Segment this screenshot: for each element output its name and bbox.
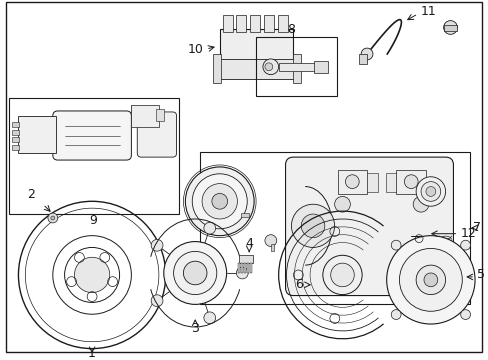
Circle shape — [390, 240, 400, 250]
Bar — [337, 170, 366, 194]
Circle shape — [202, 184, 237, 219]
Circle shape — [330, 263, 353, 287]
Bar — [293, 54, 301, 84]
Bar — [313, 61, 327, 73]
Bar — [364, 173, 377, 193]
Circle shape — [420, 182, 440, 201]
Text: 4: 4 — [245, 237, 253, 250]
Bar — [156, 109, 163, 121]
Circle shape — [415, 265, 445, 294]
Circle shape — [345, 175, 359, 189]
FancyBboxPatch shape — [137, 112, 176, 157]
Circle shape — [427, 262, 433, 268]
Circle shape — [211, 193, 227, 209]
Text: 6: 6 — [295, 278, 303, 291]
Bar — [200, 152, 469, 305]
Circle shape — [183, 261, 206, 285]
Bar — [12, 122, 20, 127]
Text: 12: 12 — [459, 227, 475, 240]
Circle shape — [423, 273, 437, 287]
Circle shape — [399, 248, 461, 311]
Circle shape — [185, 167, 254, 236]
Circle shape — [74, 257, 109, 293]
Circle shape — [443, 21, 456, 34]
Text: 8: 8 — [287, 23, 295, 36]
Text: 5: 5 — [476, 269, 484, 282]
Circle shape — [264, 235, 276, 247]
Text: 3: 3 — [191, 323, 199, 336]
Circle shape — [386, 236, 474, 324]
Bar — [270, 243, 273, 251]
Circle shape — [203, 222, 215, 234]
Circle shape — [427, 243, 433, 248]
Text: 10: 10 — [188, 42, 203, 55]
Text: 1: 1 — [88, 347, 96, 360]
Circle shape — [415, 177, 445, 206]
Text: 2: 2 — [27, 188, 35, 201]
Circle shape — [236, 267, 248, 279]
FancyBboxPatch shape — [285, 157, 452, 296]
Circle shape — [264, 63, 272, 71]
Circle shape — [51, 216, 55, 220]
Circle shape — [361, 48, 372, 60]
Bar — [443, 24, 456, 31]
Circle shape — [412, 197, 428, 212]
Circle shape — [423, 258, 437, 272]
Text: 9: 9 — [89, 215, 97, 228]
Bar — [244, 263, 246, 273]
Bar — [277, 15, 287, 32]
Bar — [12, 130, 20, 135]
Bar — [238, 263, 240, 273]
Circle shape — [48, 213, 58, 223]
Bar — [385, 173, 399, 193]
Bar — [241, 263, 243, 273]
Circle shape — [291, 204, 334, 247]
Circle shape — [322, 255, 362, 294]
Bar — [9, 98, 178, 214]
Bar — [256, 37, 336, 96]
Bar — [250, 15, 260, 32]
Text: 7: 7 — [472, 221, 480, 234]
FancyBboxPatch shape — [53, 111, 131, 160]
Bar — [396, 170, 425, 194]
Circle shape — [192, 174, 247, 229]
Circle shape — [151, 295, 163, 307]
Bar — [19, 116, 56, 153]
Circle shape — [151, 239, 163, 251]
Circle shape — [404, 175, 417, 189]
Circle shape — [334, 197, 349, 212]
Bar — [12, 145, 20, 150]
Bar — [342, 173, 356, 193]
Circle shape — [173, 251, 216, 294]
Bar — [219, 30, 293, 64]
Circle shape — [203, 312, 215, 324]
Bar — [222, 15, 232, 32]
Bar — [250, 263, 252, 273]
Bar — [359, 54, 366, 64]
Bar — [236, 15, 246, 32]
Bar — [407, 173, 420, 193]
Bar — [12, 138, 20, 143]
Circle shape — [460, 240, 469, 250]
Circle shape — [425, 186, 435, 197]
Circle shape — [390, 310, 400, 319]
Bar — [214, 59, 298, 78]
Bar — [212, 54, 220, 84]
Circle shape — [163, 242, 226, 305]
Bar — [264, 15, 273, 32]
Bar — [247, 263, 249, 273]
Bar — [239, 255, 253, 263]
Circle shape — [301, 214, 324, 238]
Bar — [241, 213, 249, 217]
Text: 11: 11 — [420, 5, 436, 18]
Circle shape — [263, 59, 278, 75]
Circle shape — [460, 310, 469, 319]
Bar — [131, 105, 159, 127]
Circle shape — [423, 239, 437, 252]
Bar — [278, 63, 317, 71]
